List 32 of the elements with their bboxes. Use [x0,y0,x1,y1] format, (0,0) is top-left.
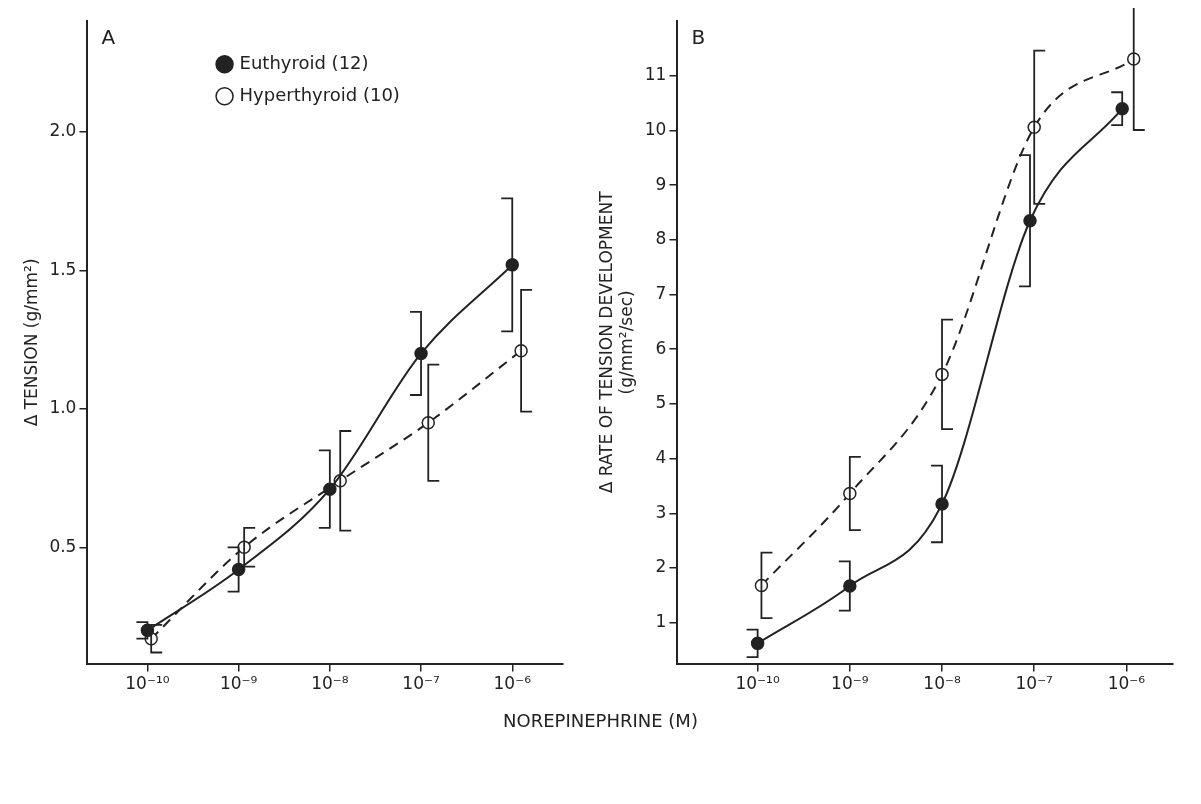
y-tick-label: 1.5 [49,258,77,279]
annotation: A [101,25,116,50]
x-tick-label: 10⁻⁶ [1107,673,1146,694]
y-tick-label: 10 [644,118,667,139]
x-tick-label: 10⁻⁶ [493,673,532,694]
y-tick-label: 1.0 [49,397,77,418]
legend-label: Euthyroid (12) [239,51,369,73]
x-tick-label: 10⁻⁹ [831,673,869,694]
y-tick-label: 0.5 [49,535,77,556]
y-tick-label: 8 [655,228,667,249]
y-tick-label: 5 [655,392,667,413]
legend-label: Hyperthyroid (10) [239,83,400,105]
y-tick-label: 3 [655,501,667,522]
y-tick-label: 9 [655,173,667,194]
x-tick-label: 10⁻¹⁰ [125,673,170,694]
x-tick-label: 10⁻⁷ [402,673,440,694]
y-tick-label: 7 [655,282,667,303]
x-tick-label: 10⁻⁷ [1015,673,1054,694]
y-axis-title: Δ RATE OF TENSION DEVELOPMENT (g/mm²/sec) [595,190,637,494]
y-tick-label: 4 [655,447,667,467]
x-axis-title: NOREPINEPHRINE (M) [502,710,699,731]
y-tick-label: 2.0 [49,120,77,141]
y-tick-label: 11 [644,64,667,85]
y-tick-label: 6 [655,337,667,358]
x-tick-label: 10⁻⁸ [923,673,961,694]
x-tick-label: 10⁻⁹ [219,673,258,694]
x-tick-label: 10⁻⁸ [311,673,349,694]
annotation: B [691,25,706,50]
x-tick-label: 10⁻¹⁰ [735,673,780,694]
y-tick-label: 1 [655,611,667,632]
y-axis-title: Δ TENSION (g/mm²) [20,258,41,427]
y-tick-label: 2 [655,556,667,577]
